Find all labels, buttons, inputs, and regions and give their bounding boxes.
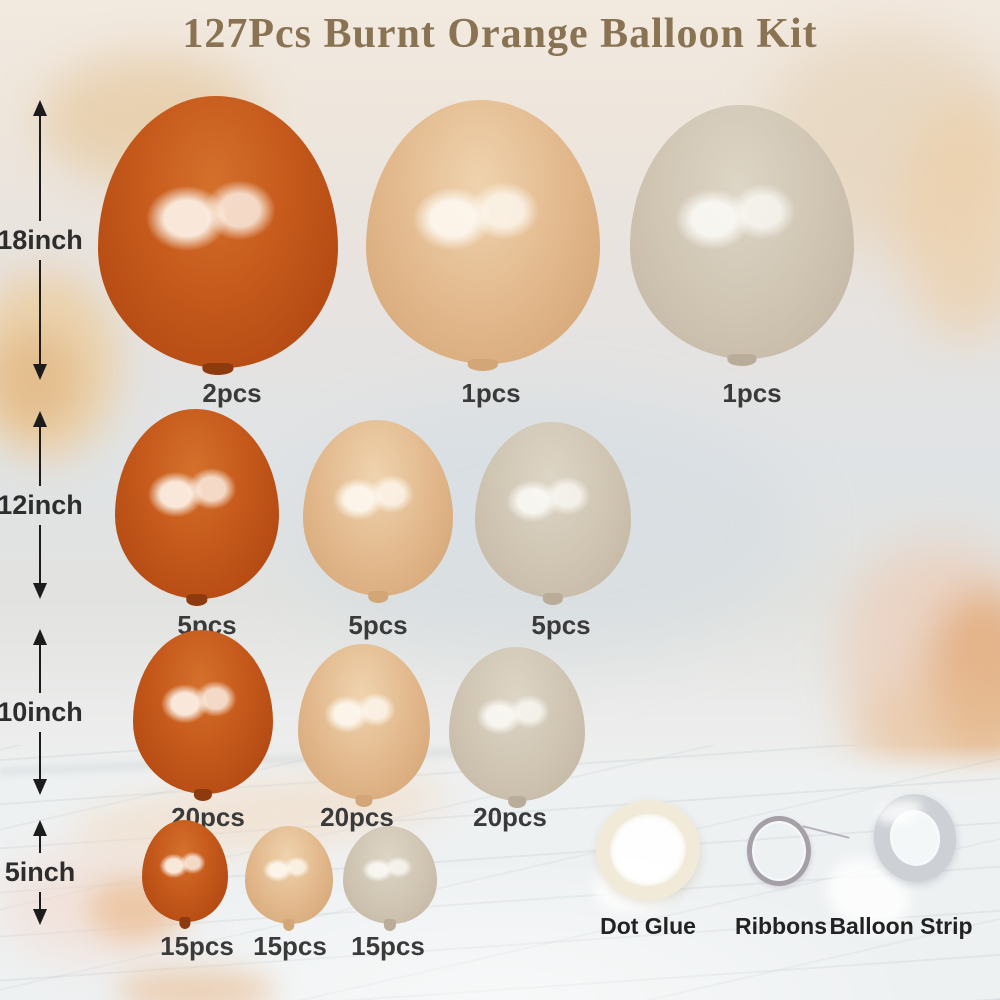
balloon-12inch-white-sand (475, 422, 631, 605)
arrowhead-down-icon (33, 909, 47, 925)
balloon-18inch-white-sand (630, 105, 854, 366)
balloon-knot (467, 359, 499, 371)
count-label: 5pcs (348, 610, 408, 640)
arrow-line (39, 731, 41, 779)
count-label: 15pcs (160, 931, 234, 961)
balloon-knot (202, 363, 234, 375)
balloon-knot (542, 593, 564, 605)
size-label-18inch: 18inch (0, 224, 83, 255)
arrowhead-down-icon (33, 583, 47, 599)
arrowhead-up-icon (33, 629, 47, 645)
bg-blob-right-mid-foliage (840, 540, 1000, 770)
size-label-12inch: 12inch (0, 489, 83, 520)
accessory-label-ribbons: Ribbons (735, 913, 827, 939)
arrowhead-down-icon (33, 779, 47, 795)
count-label: 2pcs (202, 378, 262, 408)
balloon-12inch-burnt-orange (115, 409, 279, 606)
ribbons-icon (747, 816, 850, 886)
size-arrow-10inch: 10inch (0, 629, 83, 795)
balloon-knot (193, 789, 213, 801)
arrowhead-up-icon (33, 820, 47, 836)
accessory-label-dot-glue: Dot Glue (600, 913, 696, 939)
accessory-label-balloon-strip: Balloon Strip (829, 913, 973, 939)
balloon-knot (727, 354, 757, 366)
arrow-line (39, 892, 41, 909)
arrowhead-down-icon (33, 364, 47, 380)
arrowhead-up-icon (33, 411, 47, 427)
balloon-5inch-blush (245, 826, 333, 931)
bg-blob-right-edge-orange (930, 590, 1000, 760)
balloon-10inch-burnt-orange (133, 630, 273, 801)
balloon-18inch-blush (366, 100, 600, 371)
balloon-knot (383, 919, 397, 931)
arrow-line (39, 116, 41, 221)
balloon-knot (283, 919, 295, 931)
arrow-line (39, 645, 41, 693)
bg-blob-right-peach-upper (900, 100, 1000, 340)
count-label: 15pcs (351, 931, 425, 961)
balloon-knot (508, 796, 526, 808)
balloon-12inch-blush (303, 420, 453, 603)
balloon-knot (186, 594, 208, 606)
page-title: 127Pcs Burnt Orange Balloon Kit (182, 11, 818, 57)
count-label: 1pcs (722, 378, 782, 408)
count-label: 15pcs (253, 931, 327, 961)
arrow-line (39, 427, 41, 486)
count-label: 20pcs (473, 802, 547, 832)
balloon-knot (368, 591, 388, 603)
balloon-18inch-burnt-orange (98, 96, 338, 375)
count-label: 1pcs (461, 378, 521, 408)
arrow-line (39, 836, 41, 853)
arrow-line (39, 259, 41, 364)
size-arrow-12inch: 12inch (0, 411, 83, 599)
balloon-knot (179, 917, 191, 929)
size-label-5inch: 5inch (4, 857, 76, 887)
balloon-knot (355, 795, 373, 807)
arrow-line (39, 524, 41, 583)
balloon-5inch-burnt-orange (142, 820, 228, 929)
size-arrow-5inch: 5inch (5, 820, 75, 925)
balloon-10inch-blush (298, 644, 430, 807)
bg-blob-left-amber (0, 270, 120, 460)
size-label-10inch: 10inch (0, 696, 83, 727)
count-label: 5pcs (531, 610, 591, 640)
arrowhead-up-icon (33, 100, 47, 116)
size-arrow-18inch: 18inch (0, 100, 83, 380)
balloon-5inch-white-sand (343, 826, 437, 931)
balloon-10inch-white-sand (449, 647, 585, 808)
